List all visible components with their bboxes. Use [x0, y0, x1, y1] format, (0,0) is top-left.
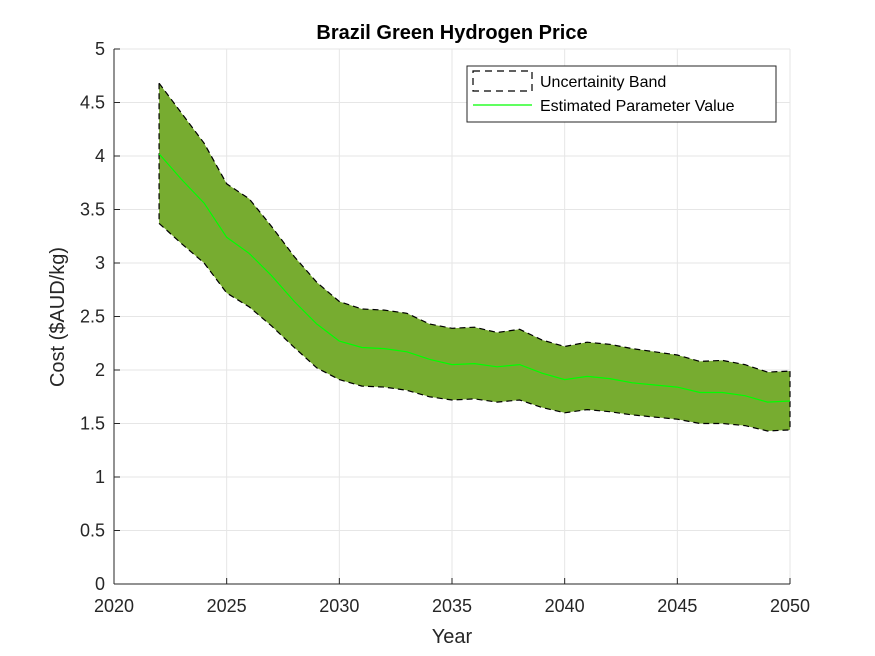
- legend: Uncertainity Band Estimated Parameter Va…: [466, 65, 777, 123]
- y-tick-label: 1: [95, 467, 105, 487]
- x-tick-label: 2050: [770, 596, 810, 616]
- chart-title: Brazil Green Hydrogen Price: [316, 22, 587, 44]
- band-lower-edge: [158, 222, 791, 432]
- y-tick-label: 4.5: [80, 93, 105, 113]
- y-tick-label: 3: [95, 253, 105, 273]
- x-tick-label: 2030: [319, 596, 359, 616]
- x-tick-label: 2020: [94, 596, 134, 616]
- y-tick-label: 0: [95, 574, 105, 594]
- legend-band-swatch: [472, 70, 533, 92]
- y-tick-label: 3.5: [80, 200, 105, 220]
- x-tick-label: 2025: [207, 596, 247, 616]
- tick-labels: 2020 2025 2030 2035 2040 2045 2050 0 0.5 1 1.5 2 2.5…: [80, 39, 810, 616]
- x-axis-label: Year: [432, 626, 473, 648]
- y-tick-label: 2: [95, 360, 105, 380]
- y-tick-label: 1.5: [80, 414, 105, 434]
- plot-area: [158, 82, 791, 432]
- y-tick-label: 2.5: [80, 307, 105, 327]
- legend-band-label: Uncertainity Band: [540, 74, 666, 91]
- y-tick-label: 4: [95, 146, 105, 166]
- y-tick-label: 5: [95, 39, 105, 59]
- legend-line-label: Estimated Parameter Value: [540, 98, 735, 115]
- uncertainty-band: [159, 83, 791, 431]
- x-tick-label: 2045: [657, 596, 697, 616]
- x-tick-label: 2040: [545, 596, 585, 616]
- x-tick-label: 2035: [432, 596, 472, 616]
- y-tick-label: 0.5: [80, 521, 105, 541]
- band-upper-edge: [158, 82, 791, 373]
- estimated-value-line: [158, 153, 791, 403]
- y-axis-label: Cost ($AUD/kg): [47, 247, 69, 387]
- axes: [113, 48, 791, 585]
